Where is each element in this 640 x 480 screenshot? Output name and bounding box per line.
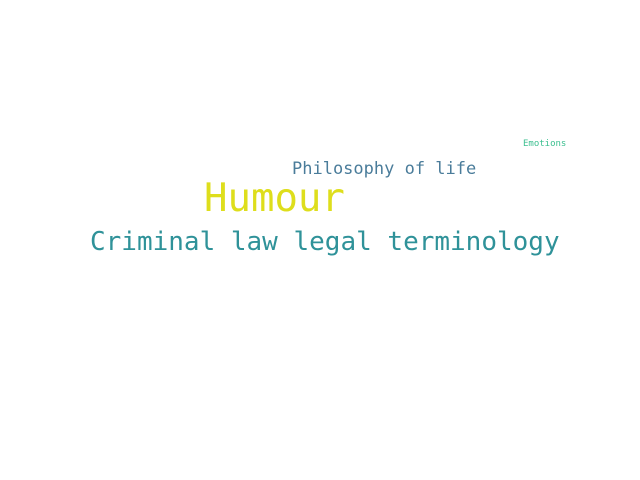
word-philosophy-of-life: Philosophy of life — [292, 159, 477, 179]
word-criminal-law-legal-terminology: Criminal law legal terminology — [90, 227, 560, 257]
word-emotions: Emotions — [523, 139, 567, 149]
word-humour: Humour — [204, 176, 345, 221]
